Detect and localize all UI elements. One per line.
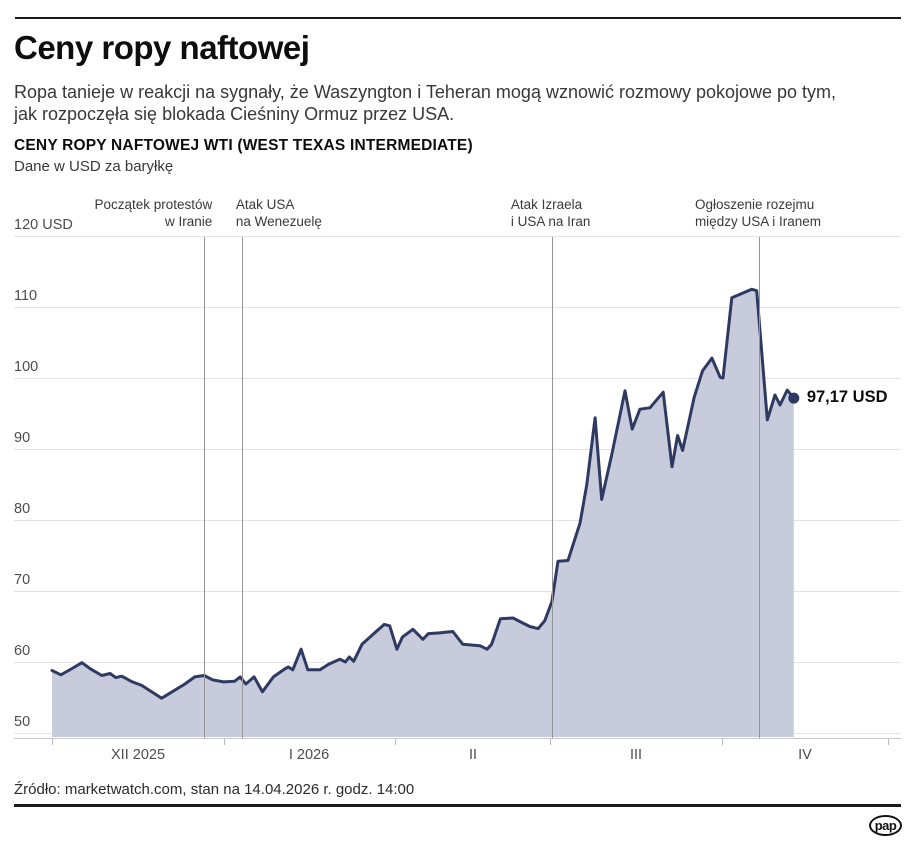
gridline-100 <box>14 378 901 379</box>
price-line <box>50 287 796 700</box>
chart-title: CENY ROPY NAFTOWEJ WTI (WEST TEXAS INTER… <box>14 137 473 154</box>
y-tick-label: 110 <box>14 288 38 304</box>
last-price-dot <box>788 392 800 404</box>
annotation-label-2: Atak USA na Wenezuelę <box>235 197 322 229</box>
gridline-60 <box>14 662 901 663</box>
gridline-120 <box>14 236 901 237</box>
price-area-fill <box>52 289 794 737</box>
y-tick-label: 70 <box>14 572 31 588</box>
annotation-line-4 <box>759 237 760 738</box>
gridline-90 <box>14 449 901 450</box>
x-tick <box>888 739 889 745</box>
gridline-70 <box>14 591 901 592</box>
x-tick <box>52 739 53 745</box>
page-title: Ceny ropy naftowej <box>14 29 310 66</box>
x-tick-label: XII 2025 <box>110 747 166 763</box>
annotation-line-3 <box>552 237 553 738</box>
x-tick-label: III <box>629 747 643 763</box>
annotation-line-2 <box>242 237 243 738</box>
annotation-label-4: Ogłoszenie rozejmu między USA i Iranem <box>694 197 821 229</box>
top-rule <box>15 17 901 19</box>
x-tick-label: IV <box>798 747 812 763</box>
annotation-line-1 <box>204 237 205 738</box>
annotation-label-1: Początek protestów w Iranie <box>94 197 213 229</box>
x-tick <box>395 739 396 745</box>
x-tick <box>722 739 723 745</box>
x-tick <box>550 739 551 745</box>
x-tick-label: II <box>468 747 478 763</box>
chart-units-label: Dane w USD za baryłkę <box>14 158 174 175</box>
gridline-110 <box>14 307 901 308</box>
gridline-80 <box>14 520 901 521</box>
x-axis-line <box>14 738 901 739</box>
x-tick <box>224 739 225 745</box>
y-tick-label: 90 <box>14 430 31 446</box>
y-tick-label: 50 <box>14 714 31 730</box>
annotation-label-3: Atak Izraela i USA na Iran <box>510 197 591 229</box>
y-tick-label: 120 USD <box>14 217 73 233</box>
y-tick-label: 80 <box>14 501 31 517</box>
last-price-label: 97,17 USD <box>806 388 888 407</box>
bottom-rule <box>14 804 901 807</box>
y-tick-label: 60 <box>14 643 31 659</box>
pap-logo: pap <box>869 815 902 836</box>
x-tick-label: I 2026 <box>288 747 330 763</box>
source-credit: Źródło: marketwatch.com, stan na 14.04.2… <box>14 781 415 798</box>
y-tick-label: 100 <box>14 359 39 375</box>
lede-line-1: Ropa tanieje w reakcji na sygnały, że Wa… <box>14 82 837 102</box>
lede-text: Ropa tanieje w reakcji na sygnały, że Wa… <box>14 81 836 125</box>
gridline-50 <box>14 733 901 734</box>
lede-line-2: jak rozpoczęła się blokada Cieśniny Ormu… <box>14 104 455 124</box>
